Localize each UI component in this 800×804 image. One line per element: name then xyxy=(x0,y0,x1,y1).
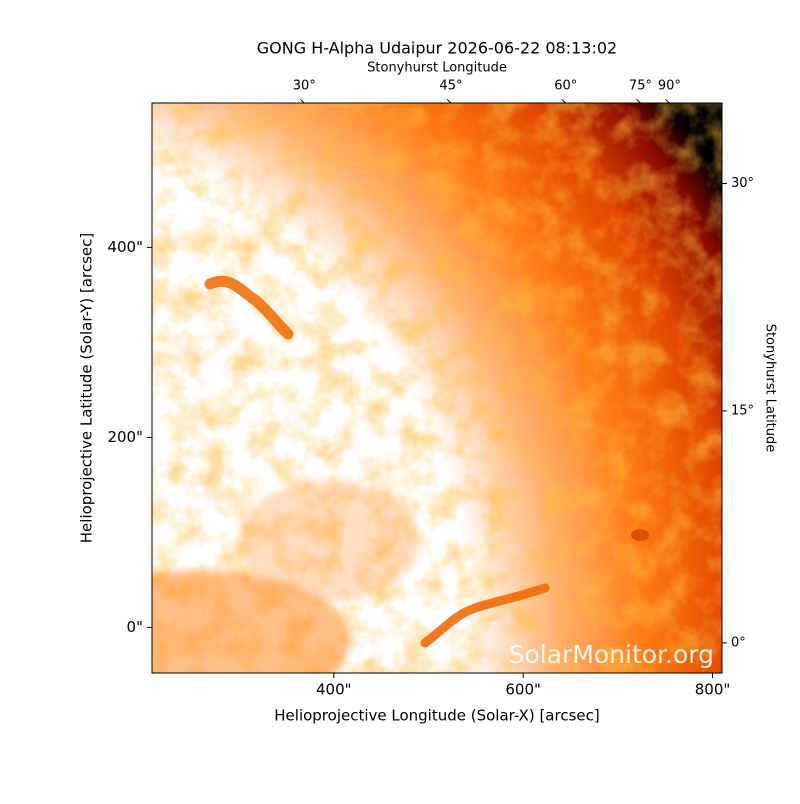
top-tick xyxy=(299,98,305,104)
filament xyxy=(631,529,649,541)
chart-title: GONG H-Alpha Udaipur 2026-06-22 08:13:02 xyxy=(257,39,617,58)
top-tick-label: 90° xyxy=(658,79,681,94)
top-tick xyxy=(561,98,567,104)
watermark: SolarMonitor.org xyxy=(509,640,714,669)
right-axis-label: Stonyhurst Latitude xyxy=(763,324,778,453)
top-tick xyxy=(636,98,641,104)
top-tick-label: 60° xyxy=(554,79,577,94)
x-axis-label: Helioprojective Longitude (Solar-X) [arc… xyxy=(274,707,599,725)
x-tick-label: 600" xyxy=(505,681,541,699)
y-tick-label: 200" xyxy=(107,428,143,446)
y-axis-label: Helioprojective Latitude (Solar-Y) [arcs… xyxy=(78,233,96,543)
top-tick-label: 75° xyxy=(629,79,652,94)
right-tick-label: 15° xyxy=(731,403,754,418)
y-tick-label: 400" xyxy=(107,238,143,256)
x-tick-label: 400" xyxy=(316,681,352,699)
filament xyxy=(420,583,550,648)
right-tick-label: 30° xyxy=(731,176,754,191)
top-tick-label: 45° xyxy=(439,79,462,94)
y-tick-label: 0" xyxy=(127,618,143,636)
top-axis-label: Stonyhurst Longitude xyxy=(367,61,507,76)
filament xyxy=(204,275,294,340)
plage xyxy=(240,480,420,600)
top-tick xyxy=(446,98,452,104)
right-tick-label: 0° xyxy=(731,635,746,650)
x-tick-label: 800" xyxy=(695,681,731,699)
plot-frame xyxy=(151,102,723,674)
solar-image xyxy=(152,103,722,673)
top-tick xyxy=(665,98,670,104)
top-tick-label: 30° xyxy=(293,79,316,94)
